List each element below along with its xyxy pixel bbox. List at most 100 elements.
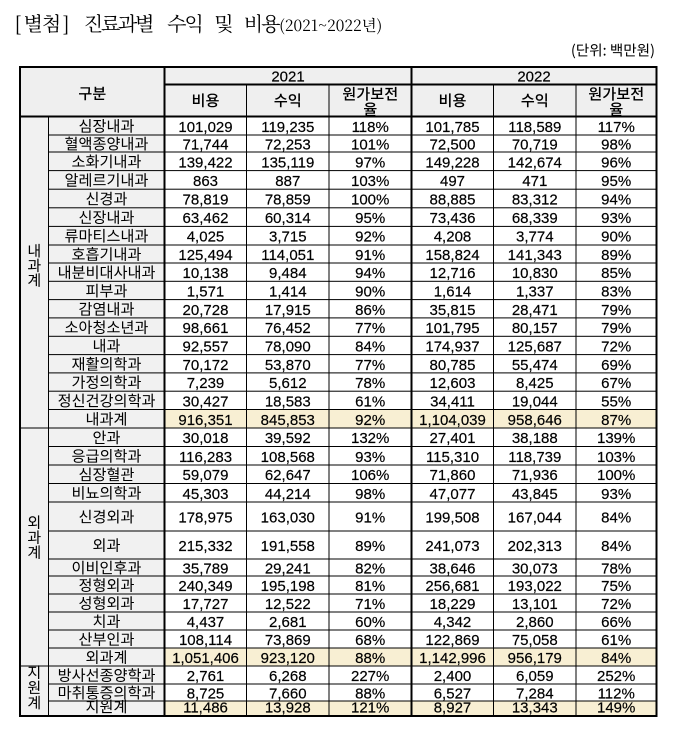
svg-text:1,414: 1,414 [269, 284, 307, 301]
svg-text:135,119: 135,119 [261, 154, 314, 171]
svg-text:39,592: 39,592 [265, 430, 311, 447]
svg-text:887: 887 [275, 173, 300, 190]
svg-text:90%: 90% [601, 229, 631, 246]
svg-text:8,725: 8,725 [187, 686, 225, 703]
svg-text:72%: 72% [601, 596, 631, 613]
svg-text:108,568: 108,568 [261, 449, 315, 466]
svg-text:28,471: 28,471 [512, 302, 558, 319]
svg-text:193,022: 193,022 [508, 578, 562, 595]
svg-text:93%: 93% [355, 449, 385, 466]
svg-text:98,661: 98,661 [183, 320, 229, 337]
svg-text:4,437: 4,437 [187, 614, 225, 631]
svg-text:53,870: 53,870 [265, 357, 311, 374]
svg-text:11,486: 11,486 [183, 699, 228, 716]
svg-text:84%: 84% [601, 650, 631, 667]
svg-text:863: 863 [193, 173, 218, 190]
svg-text:30,018: 30,018 [183, 430, 229, 447]
svg-text:20,728: 20,728 [183, 302, 229, 319]
svg-text:4,025: 4,025 [187, 229, 225, 246]
svg-text:199,508: 199,508 [425, 510, 479, 527]
svg-text:19,044: 19,044 [512, 393, 558, 410]
svg-text:13,928: 13,928 [265, 699, 311, 716]
svg-text:71%: 71% [355, 596, 385, 613]
svg-text:72%: 72% [601, 339, 631, 356]
svg-text:142,674: 142,674 [508, 154, 562, 171]
svg-text:91%: 91% [355, 247, 385, 264]
svg-text:72,500: 72,500 [430, 137, 476, 154]
svg-text:83,312: 83,312 [512, 192, 558, 209]
svg-text:78%: 78% [355, 375, 385, 392]
svg-text:2022: 2022 [517, 68, 550, 85]
svg-text:68,339: 68,339 [512, 210, 558, 227]
svg-text:94%: 94% [355, 265, 385, 282]
svg-text:98%: 98% [601, 137, 631, 154]
svg-text:79%: 79% [601, 320, 631, 337]
svg-text:158,824: 158,824 [425, 247, 479, 264]
svg-text:5,612: 5,612 [269, 375, 307, 392]
svg-text:97%: 97% [355, 154, 385, 171]
svg-text:84%: 84% [355, 339, 385, 356]
svg-text:108,114: 108,114 [179, 632, 232, 649]
svg-text:73,869: 73,869 [265, 632, 311, 649]
svg-text:1,142,996: 1,142,996 [419, 650, 486, 667]
svg-text:29,241: 29,241 [265, 561, 311, 578]
svg-text:958,646: 958,646 [508, 412, 562, 429]
svg-text:3,715: 3,715 [269, 229, 307, 246]
svg-text:202,313: 202,313 [508, 538, 562, 555]
svg-text:75,058: 75,058 [512, 632, 558, 649]
svg-text:76,452: 76,452 [265, 320, 311, 337]
svg-text:89%: 89% [601, 247, 631, 264]
svg-text:497: 497 [440, 173, 465, 190]
svg-text:92,557: 92,557 [183, 339, 229, 356]
svg-text:61%: 61% [601, 632, 631, 649]
svg-text:2021: 2021 [271, 68, 304, 85]
svg-text:82%: 82% [355, 561, 385, 578]
svg-text:103%: 103% [351, 173, 389, 190]
svg-text:73,436: 73,436 [430, 210, 476, 227]
svg-text:12,716: 12,716 [430, 265, 476, 282]
svg-text:55,474: 55,474 [512, 357, 558, 374]
svg-text:6,059: 6,059 [516, 668, 554, 685]
svg-text:87%: 87% [601, 412, 631, 429]
svg-text:47,077: 47,077 [430, 486, 476, 503]
svg-text:149,228: 149,228 [425, 154, 479, 171]
svg-text:84%: 84% [601, 510, 631, 527]
svg-text:103%: 103% [597, 449, 635, 466]
svg-text:116,283: 116,283 [179, 449, 232, 466]
svg-text:55%: 55% [601, 393, 631, 410]
svg-text:106%: 106% [351, 467, 389, 484]
svg-text:77%: 77% [355, 320, 385, 337]
svg-text:78,859: 78,859 [265, 192, 311, 209]
svg-text:34,411: 34,411 [430, 393, 475, 410]
svg-text:88%: 88% [355, 650, 385, 667]
svg-text:6,268: 6,268 [269, 668, 307, 685]
svg-text:471: 471 [522, 173, 547, 190]
svg-text:114,051: 114,051 [261, 247, 314, 264]
svg-text:149%: 149% [597, 699, 635, 716]
svg-text:118,589: 118,589 [508, 119, 561, 136]
svg-text:98%: 98% [355, 486, 385, 503]
svg-text:101%: 101% [351, 137, 389, 154]
svg-text:132%: 132% [351, 430, 389, 447]
svg-text:17,915: 17,915 [265, 302, 311, 319]
svg-text:227%: 227% [351, 668, 389, 685]
svg-text:174,937: 174,937 [425, 339, 479, 356]
svg-text:101,029: 101,029 [178, 119, 232, 136]
svg-text:63,462: 63,462 [183, 210, 229, 227]
svg-text:38,188: 38,188 [512, 430, 558, 447]
svg-text:191,558: 191,558 [261, 538, 315, 555]
svg-text:7,660: 7,660 [269, 686, 307, 703]
svg-text:125,494: 125,494 [178, 247, 232, 264]
svg-text:215,332: 215,332 [178, 538, 232, 555]
svg-text:956,179: 956,179 [508, 650, 562, 667]
svg-text:13,343: 13,343 [512, 699, 558, 716]
svg-text:45,303: 45,303 [183, 486, 229, 503]
svg-text:77%: 77% [355, 357, 385, 374]
svg-text:69%: 69% [601, 357, 631, 374]
svg-text:96%: 96% [601, 154, 631, 171]
svg-text:17,727: 17,727 [183, 596, 229, 613]
svg-text:101,795: 101,795 [425, 320, 479, 337]
svg-text:30,073: 30,073 [512, 561, 558, 578]
svg-text:81%: 81% [355, 578, 385, 595]
svg-text:60%: 60% [355, 614, 385, 631]
